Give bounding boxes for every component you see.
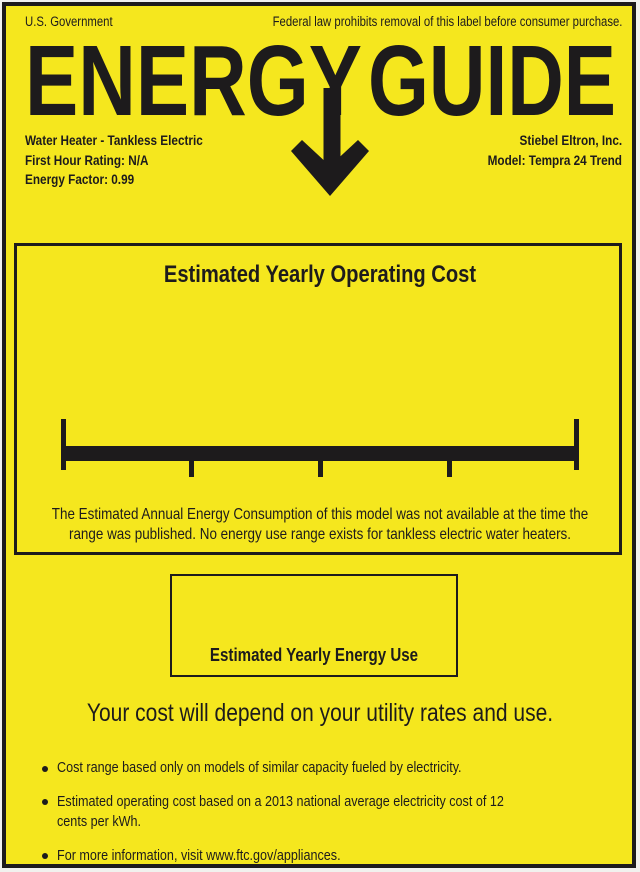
legal-notice-text: Federal law prohibits removal of this la… [272, 14, 622, 29]
list-item: Cost range based only on models of simil… [40, 758, 615, 779]
operating-cost-title: Estimated Yearly Operating Cost [0, 261, 640, 289]
consumption-note-text: The Estimated Annual Energy Consumption … [51, 506, 589, 543]
bullet-text: Estimated operating cost based on a 2013… [57, 792, 504, 831]
us-government-label: U.S. Government [25, 14, 129, 29]
footer-bullets: Cost range based only on models of simil… [40, 758, 615, 872]
us-government-text: U.S. Government [25, 14, 113, 29]
scale-tick [447, 461, 452, 477]
operating-cost-box [14, 243, 622, 555]
energy-use-box [170, 574, 458, 677]
energyguide-logo: ENERGY GUIDE [25, 38, 616, 196]
scale-tick [318, 461, 323, 477]
utility-note-text: Your cost will depend on your utility ra… [86, 699, 554, 727]
operating-cost-title-text: Estimated Yearly Operating Cost [163, 261, 477, 288]
title-guide: GUIDE [368, 38, 616, 137]
title-energy: ENERGY [25, 38, 362, 137]
energy-use-label-text: Estimated Yearly Energy Use [209, 645, 419, 665]
energy-factor: Energy Factor: 0.99 [25, 171, 135, 187]
product-category: Water Heater - Tankless Electric [25, 132, 203, 148]
bullet-icon [42, 765, 48, 772]
list-item: For more information, visit www.ftc.gov/… [40, 846, 615, 867]
product-info-left: Water Heater - Tankless Electric First H… [25, 131, 237, 190]
product-info-right: Stiebel Eltron, Inc. Model: Tempra 24 Tr… [462, 131, 622, 170]
utility-note: Your cost will depend on your utility ra… [0, 699, 640, 728]
model-name: Model: Tempra 24 Trend [487, 151, 622, 168]
list-item: Estimated operating cost based on a 2013… [40, 792, 615, 833]
first-hour-rating: First Hour Rating: N/A [25, 151, 149, 168]
energy-use-label: Estimated Yearly Energy Use [170, 645, 458, 666]
bullet-text: For more information, visit www.ftc.gov/… [57, 846, 341, 864]
down-arrow-icon [291, 88, 369, 196]
scale-tick [189, 461, 194, 477]
scale-endpoint-right [574, 419, 579, 470]
scale-endpoint-left [61, 419, 66, 470]
cost-range-scale-bar [63, 446, 578, 461]
legal-notice: Federal law prohibits removal of this la… [206, 14, 622, 29]
bullet-icon [42, 799, 48, 805]
bullet-text: Cost range based only on models of simil… [57, 759, 462, 776]
consumption-note: The Estimated Annual Energy Consumption … [0, 505, 640, 545]
manufacturer-name: Stiebel Eltron, Inc. [519, 132, 622, 148]
bullet-icon [42, 853, 48, 859]
